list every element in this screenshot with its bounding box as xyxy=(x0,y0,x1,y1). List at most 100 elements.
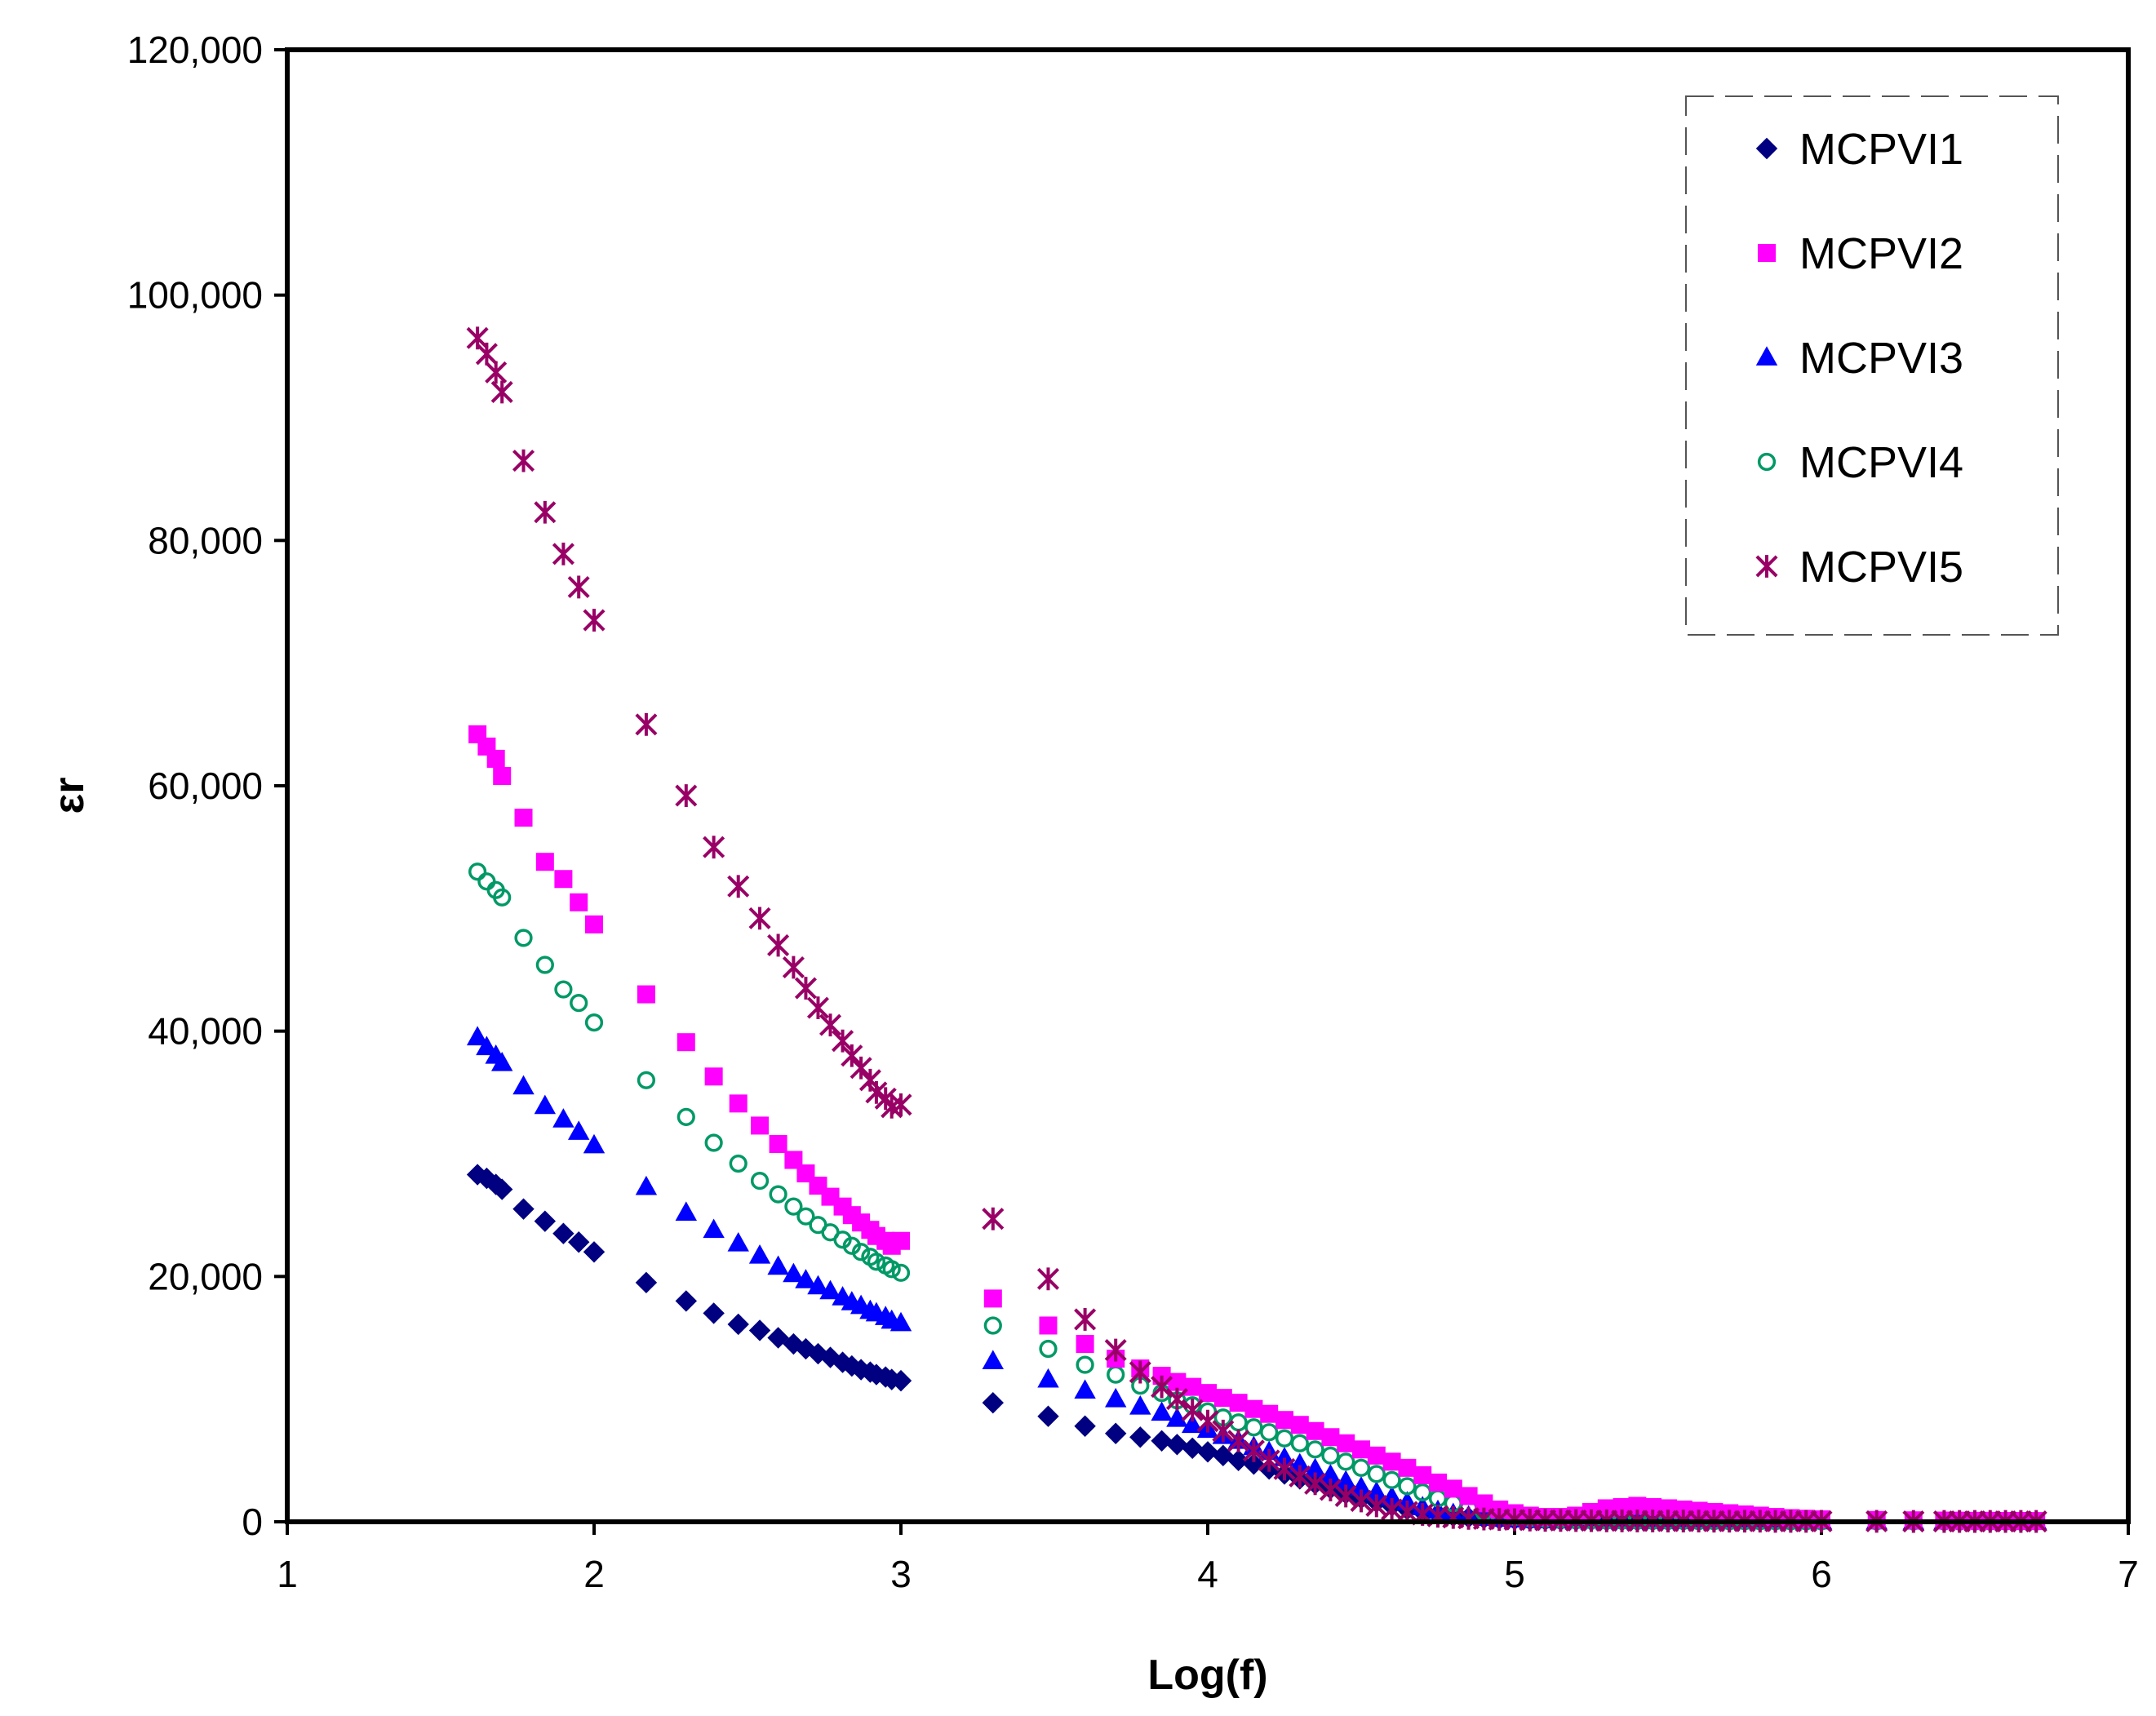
asterisk-marker xyxy=(1104,1338,1127,1362)
asterisk-marker xyxy=(1289,1465,1311,1488)
asterisk-marker xyxy=(1074,1308,1097,1331)
data-point-MCPVI2 xyxy=(1321,1428,1340,1447)
square-marker xyxy=(1275,1411,1293,1430)
plot-area-frame xyxy=(285,47,2131,1524)
data-point-MCPVI2 xyxy=(1674,1500,1692,1519)
diamond-marker xyxy=(1074,1415,1096,1437)
data-point-MCPVI5 xyxy=(583,609,606,632)
data-point-MCPVI2 xyxy=(1039,1316,1058,1335)
square-marker xyxy=(637,985,655,1004)
asterisk-marker xyxy=(1151,1375,1173,1399)
data-point-MCPVI4 xyxy=(514,929,533,947)
data-point-MCPVI2 xyxy=(769,1134,787,1153)
square-marker xyxy=(983,1289,1002,1308)
square-marker xyxy=(729,1094,748,1113)
diamond-marker xyxy=(512,1198,535,1220)
data-point-MCPVI2 xyxy=(1199,1384,1217,1403)
circle-marker xyxy=(867,1253,886,1271)
data-point-MCPVI3 xyxy=(1074,1379,1096,1399)
triangle-marker xyxy=(466,1026,489,1046)
legend-item-MCPVI4: MCPVI4 xyxy=(1757,438,1963,487)
triangle-marker xyxy=(1129,1395,1151,1415)
data-point-MCPVI2 xyxy=(1183,1377,1202,1396)
circle-marker xyxy=(637,1071,656,1089)
triangle-marker xyxy=(1037,1368,1059,1388)
diamond-marker xyxy=(1227,1449,1249,1472)
asterisk-marker xyxy=(748,907,771,930)
data-point-MCPVI4 xyxy=(584,1013,604,1032)
data-point-MCPVI2 xyxy=(1260,1404,1279,1423)
data-point-MCPVI5 xyxy=(490,380,513,404)
data-point-MCPVI5 xyxy=(703,836,725,859)
data-point-MCPVI5 xyxy=(727,875,750,898)
square-marker xyxy=(1076,1335,1094,1354)
data-point-MCPVI1 xyxy=(512,1198,535,1220)
asterisk-marker xyxy=(1304,1472,1327,1496)
data-point-MCPVI2 xyxy=(1659,1499,1677,1518)
y-tick-label: 120,000 xyxy=(127,29,263,71)
data-point-MCPVI3 xyxy=(783,1262,805,1283)
data-point-MCPVI1 xyxy=(1182,1437,1204,1459)
x-tick-label: 4 xyxy=(1197,1553,1218,1595)
triangle-marker xyxy=(1755,346,1778,366)
data-point-MCPVI2 xyxy=(1306,1421,1324,1440)
circle-marker xyxy=(1290,1434,1309,1452)
data-point-MCPVI5 xyxy=(748,907,771,930)
square-marker xyxy=(1475,1494,1493,1513)
data-point-MCPVI2 xyxy=(784,1151,803,1169)
data-point-MCPVI5 xyxy=(485,361,508,384)
triangle-marker xyxy=(534,1094,557,1115)
data-point-MCPVI3 xyxy=(583,1133,606,1154)
square-marker xyxy=(1459,1487,1478,1505)
triangle-marker xyxy=(807,1275,829,1295)
data-point-MCPVI2 xyxy=(1628,1497,1647,1515)
legend-item-MCPVI2: MCPVI2 xyxy=(1758,229,1963,278)
circle-marker xyxy=(535,956,554,974)
data-point-MCPVI1 xyxy=(1074,1415,1096,1437)
diamond-marker xyxy=(1037,1405,1059,1427)
square-marker xyxy=(1758,244,1776,262)
square-marker xyxy=(1183,1377,1202,1396)
legend-label: MCPVI3 xyxy=(1799,334,1963,383)
data-point-MCPVI2 xyxy=(892,1231,910,1250)
data-point-MCPVI3 xyxy=(727,1231,749,1252)
x-tick-label: 7 xyxy=(2118,1553,2139,1595)
data-point-MCPVI5 xyxy=(1212,1419,1235,1443)
data-point-MCPVI4 xyxy=(750,1171,770,1191)
diamond-marker xyxy=(727,1313,749,1336)
square-marker xyxy=(1306,1421,1324,1440)
data-point-MCPVI4 xyxy=(983,1316,1002,1335)
asterisk-marker xyxy=(1242,1439,1265,1462)
data-point-MCPVI2 xyxy=(1352,1440,1370,1459)
square-marker xyxy=(1352,1440,1370,1459)
data-point-MCPVI2 xyxy=(514,809,533,827)
data-point-MCPVI2 xyxy=(751,1116,770,1135)
asterisk-marker xyxy=(1334,1484,1357,1508)
asterisk-marker xyxy=(1273,1457,1296,1481)
data-point-MCPVI5 xyxy=(512,449,535,472)
data-point-MCPVI3 xyxy=(1273,1447,1296,1466)
asterisk-marker xyxy=(675,784,698,807)
data-point-MCPVI5 xyxy=(567,575,590,599)
data-point-MCPVI1 xyxy=(1196,1441,1219,1463)
data-point-MCPVI1 xyxy=(583,1241,606,1263)
square-marker xyxy=(1229,1394,1248,1412)
data-point-MCPVI2 xyxy=(704,1067,723,1086)
triangle-marker xyxy=(635,1175,658,1195)
data-point-MCPVI2 xyxy=(1597,1499,1616,1518)
data-point-MCPVI4 xyxy=(1321,1446,1340,1465)
circle-marker xyxy=(1260,1423,1279,1442)
data-point-MCPVI2 xyxy=(1613,1497,1631,1516)
legend-marker xyxy=(1758,244,1776,262)
circle-marker xyxy=(1413,1483,1432,1502)
asterisk-marker xyxy=(583,609,606,632)
asterisk-marker xyxy=(794,977,817,1000)
square-marker xyxy=(486,749,505,768)
data-point-MCPVI1 xyxy=(552,1222,574,1244)
square-marker xyxy=(1674,1500,1692,1519)
circle-marker xyxy=(1351,1458,1371,1477)
data-point-MCPVI3 xyxy=(552,1108,574,1128)
data-point-MCPVI4 xyxy=(468,862,487,881)
data-point-MCPVI3 xyxy=(568,1120,590,1140)
